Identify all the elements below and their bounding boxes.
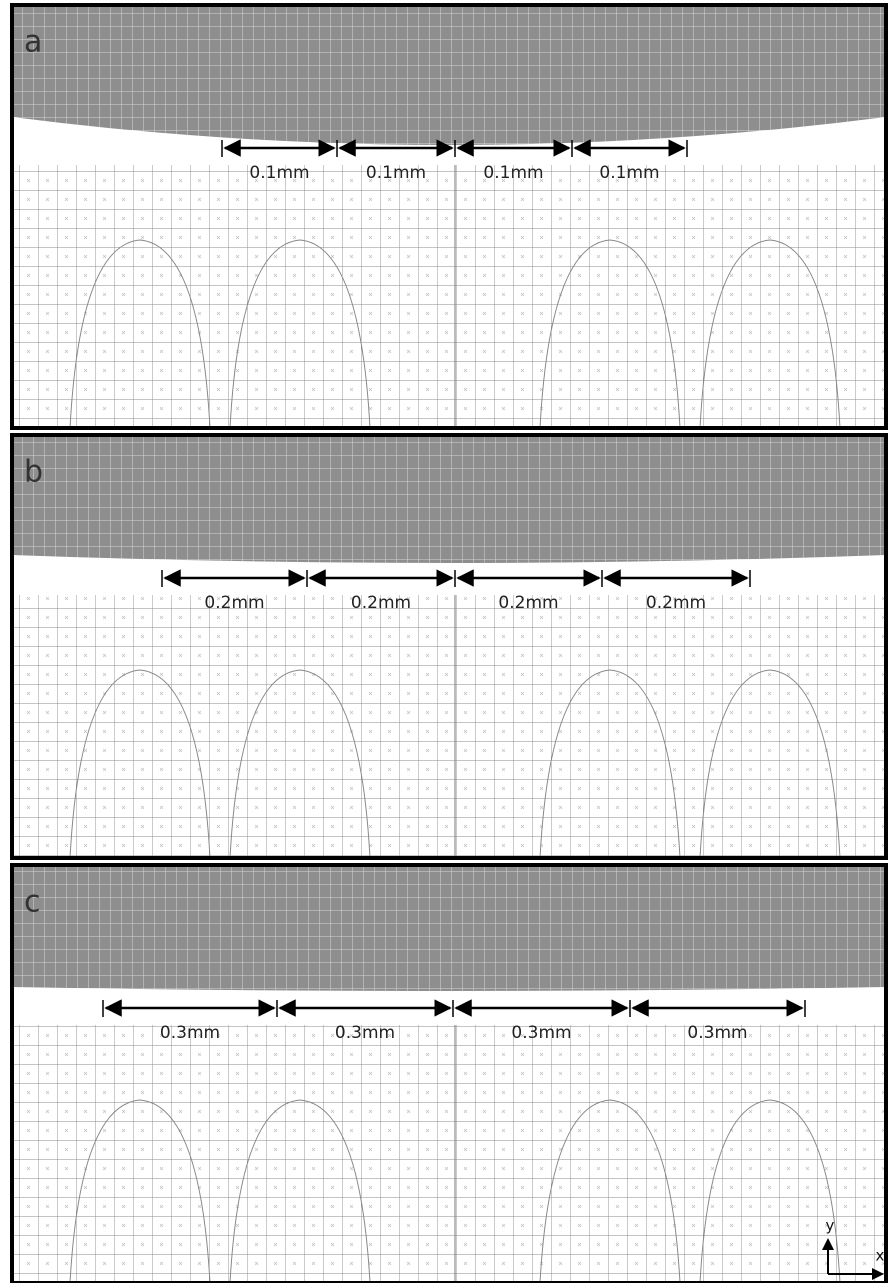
panel-content (12, 865, 886, 1283)
dimension-label: 0.3mm (511, 1023, 571, 1043)
dimension-label: 0.2mm (646, 593, 706, 613)
dimension-label: 0.2mm (498, 593, 558, 613)
figure: a 0.1mm 0.1mm 0.1mm 0.1mm b 0.2mm 0.2mm 0.2mm 0.2… (0, 0, 888, 1283)
lower-mesh (12, 1025, 886, 1283)
upper-mesh (12, 435, 886, 563)
panel-label: a (24, 25, 42, 60)
panel-label: b (24, 455, 43, 490)
dimension-label: 0.3mm (335, 1023, 395, 1043)
panel: b 0.2mm 0.2mm 0.2mm 0.2mm (12, 435, 886, 858)
panel: a 0.1mm 0.1mm 0.1mm 0.1mm (12, 5, 886, 428)
lower-mesh (12, 595, 886, 858)
upper-mesh (12, 865, 886, 991)
panel-content (12, 435, 886, 858)
lower-mesh (12, 165, 886, 428)
panel-content (12, 5, 886, 428)
dimension-label: 0.3mm (160, 1023, 220, 1043)
panel-label: c (24, 885, 41, 920)
panel: c 0.3mm 0.3mm 0.3mm 0.3mm (12, 865, 886, 1283)
dimension-label: 0.3mm (687, 1023, 747, 1043)
dimension-label: 0.1mm (366, 163, 426, 183)
dimension-label: 0.1mm (249, 163, 309, 183)
upper-mesh (12, 5, 886, 145)
axis-label-y: y (826, 1217, 835, 1235)
dimension-label: 0.2mm (204, 593, 264, 613)
dimension-label: 0.2mm (351, 593, 411, 613)
dimension-label: 0.1mm (483, 163, 543, 183)
axis-label-x: x (876, 1247, 885, 1265)
dimension-label: 0.1mm (599, 163, 659, 183)
